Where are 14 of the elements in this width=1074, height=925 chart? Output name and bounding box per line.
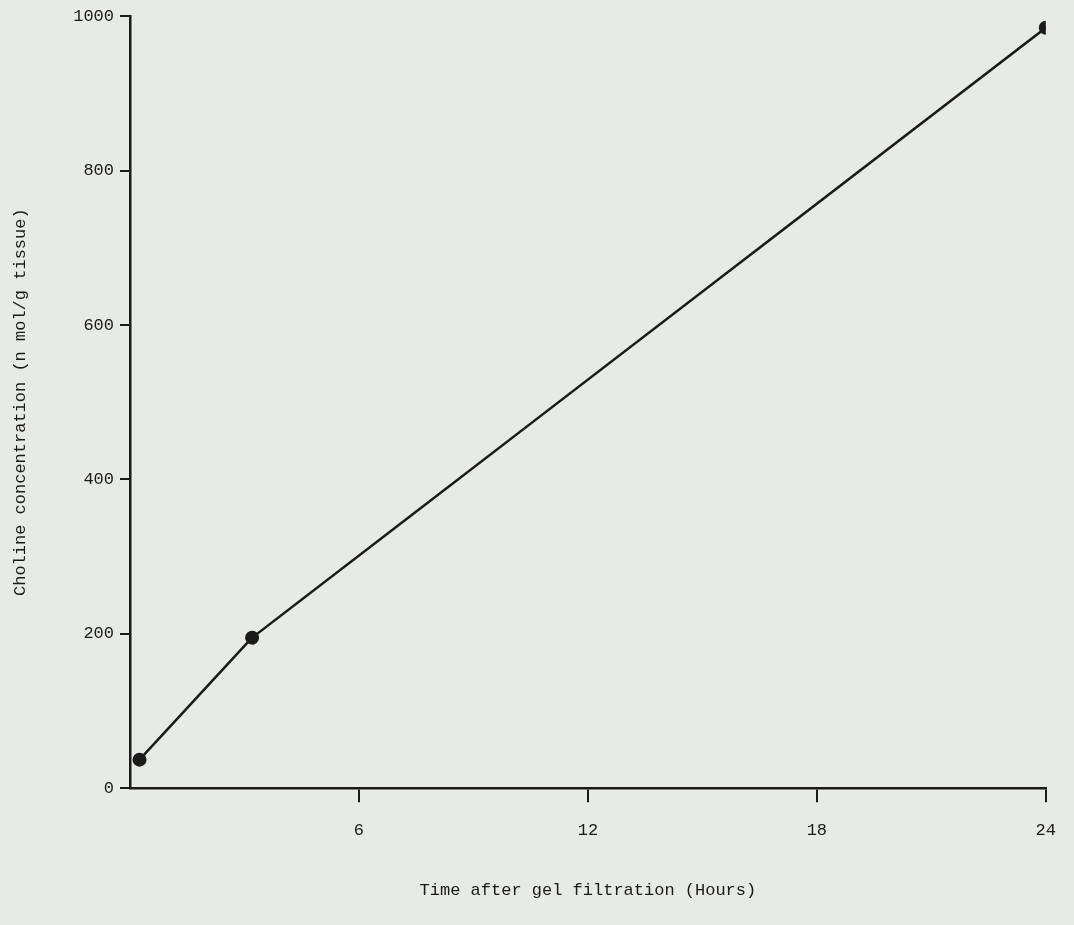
point: [245, 630, 260, 645]
x-axis-title: Time after gel filtration (Hours): [419, 881, 757, 901]
y-tick-label: 800: [83, 161, 114, 181]
y-axis-title: Choline concentration (n mol/g tissue): [10, 208, 30, 597]
y-tick-label: 600: [83, 315, 114, 335]
y-tick-label: 200: [83, 624, 114, 644]
x-tick-label: 24: [1035, 820, 1056, 840]
y-tick-label: 1000: [73, 6, 114, 26]
x-tick-label: 18: [806, 820, 828, 840]
y-tick-label: 0: [103, 778, 114, 798]
y-tick-label: 400: [83, 469, 114, 489]
point: [132, 752, 147, 767]
x-tick-label: 12: [577, 820, 599, 840]
x-tick-label: 6: [353, 820, 365, 840]
